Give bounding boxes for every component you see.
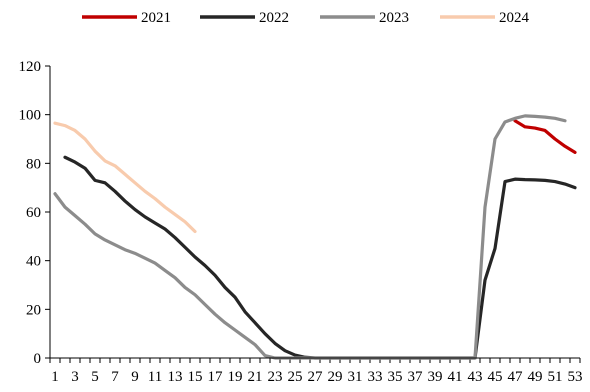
x-tick-label: 1 — [51, 369, 59, 385]
x-tick-label: 7 — [111, 369, 119, 385]
x-tick-label: 11 — [148, 369, 162, 385]
series-line-2022 — [63, 155, 577, 360]
x-tick-label: 37 — [408, 369, 424, 385]
series-layer — [53, 114, 577, 360]
legend: 2021 2022 2023 2024 — [82, 10, 530, 26]
x-tick-label: 17 — [208, 369, 224, 385]
x-tick-label: 43 — [468, 369, 483, 385]
x-tick-label: 27 — [308, 369, 324, 385]
y-tick-label: 20 — [26, 302, 41, 318]
x-axis-ticks: 1 3 5 7 9 11 13 15 17 19 21 23 25 27 29 31 33 35 37 39 41 43 4… — [49, 358, 583, 385]
x-tick-label: 25 — [288, 369, 303, 385]
y-tick-label: 120 — [19, 59, 42, 75]
x-tick-label: 47 — [508, 369, 524, 385]
y-tick-label: 60 — [26, 205, 41, 221]
x-tick-label: 33 — [368, 369, 383, 385]
y-tick-label: 0 — [34, 351, 42, 367]
x-tick-label: 45 — [488, 369, 503, 385]
x-tick-label: 21 — [248, 369, 263, 385]
legend-label-2024: 2024 — [499, 10, 530, 26]
series-line-2023 — [53, 114, 567, 360]
x-tick-label: 9 — [131, 369, 139, 385]
x-tick-label: 29 — [328, 369, 343, 385]
x-tick-label: 3 — [71, 369, 79, 385]
y-tick-label: 100 — [19, 108, 42, 124]
x-tick-label: 49 — [528, 369, 543, 385]
x-tick-label: 41 — [448, 369, 463, 385]
x-tick-label: 5 — [91, 369, 99, 385]
series-line-2024 — [53, 121, 197, 234]
x-tick-label: 13 — [168, 369, 183, 385]
x-tick-label: 51 — [548, 369, 563, 385]
x-tick-label: 53 — [568, 369, 583, 385]
x-tick-label: 35 — [388, 369, 403, 385]
x-tick-label: 15 — [188, 369, 203, 385]
series-line-2021 — [513, 119, 577, 154]
x-tick-label: 23 — [268, 369, 283, 385]
x-tick-label: 19 — [228, 369, 243, 385]
x-tick-label: 39 — [428, 369, 443, 385]
y-axis-ticks: 0 20 40 60 80 100 120 — [19, 59, 50, 367]
legend-label-2021: 2021 — [141, 10, 171, 26]
legend-label-2023: 2023 — [379, 10, 409, 26]
y-tick-label: 40 — [26, 254, 41, 270]
y-tick-label: 80 — [26, 156, 41, 172]
x-tick-label: 31 — [348, 369, 363, 385]
legend-label-2022: 2022 — [259, 10, 289, 26]
